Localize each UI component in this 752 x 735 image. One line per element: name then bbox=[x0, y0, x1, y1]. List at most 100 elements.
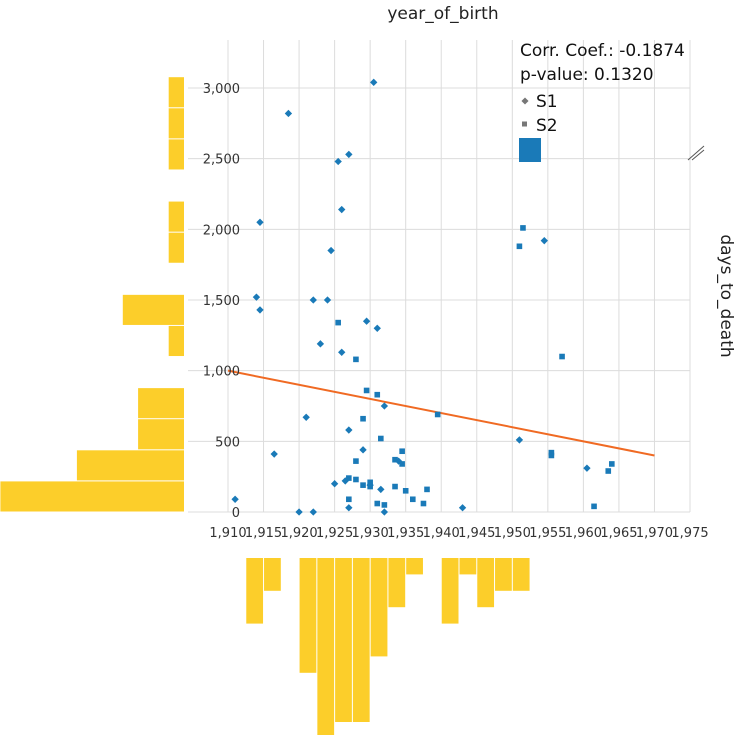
point-s2[interactable] bbox=[392, 456, 398, 463]
legend-item-s1[interactable]: S1 bbox=[521, 92, 558, 112]
point-s1[interactable] bbox=[330, 480, 339, 488]
x-tick-label: 1,960 bbox=[565, 526, 602, 541]
x-tick-label: 1,975 bbox=[671, 526, 708, 541]
x-hist-bar bbox=[477, 558, 495, 608]
point-s2[interactable] bbox=[399, 448, 405, 455]
y-hist-bar bbox=[138, 419, 184, 450]
point-s1[interactable] bbox=[540, 236, 548, 245]
point-s1[interactable] bbox=[373, 324, 381, 332]
point-s1[interactable] bbox=[309, 296, 317, 304]
legend-label-s1: S1 bbox=[536, 92, 558, 112]
point-s1[interactable] bbox=[380, 508, 389, 516]
point-s1[interactable] bbox=[377, 485, 385, 494]
point-s2[interactable] bbox=[367, 479, 373, 486]
point-s1[interactable] bbox=[270, 450, 278, 458]
point-s2[interactable] bbox=[381, 502, 388, 508]
point-s2[interactable] bbox=[378, 435, 384, 442]
point-s1[interactable] bbox=[309, 508, 317, 516]
point-s1[interactable] bbox=[295, 508, 303, 516]
point-s2[interactable] bbox=[353, 458, 359, 464]
point-s1[interactable] bbox=[334, 157, 342, 166]
point-s1[interactable] bbox=[256, 306, 264, 314]
point-s2[interactable] bbox=[367, 483, 373, 490]
x-hist-bar bbox=[352, 558, 370, 722]
x-tick-label: 1,915 bbox=[245, 526, 282, 541]
x-hist-bar bbox=[495, 558, 512, 591]
point-s2[interactable] bbox=[520, 225, 526, 231]
point-s2[interactable] bbox=[363, 387, 370, 394]
point-s2[interactable] bbox=[346, 496, 352, 503]
resize-handle-icon[interactable] bbox=[687, 145, 705, 161]
point-s1[interactable] bbox=[583, 464, 591, 472]
point-s1[interactable] bbox=[380, 402, 389, 410]
x-tick-label: 1,950 bbox=[494, 526, 531, 541]
point-s1[interactable] bbox=[256, 218, 264, 226]
x-tick-label: 1,940 bbox=[423, 526, 460, 541]
point-s1[interactable] bbox=[316, 340, 325, 348]
x-hist-bar bbox=[335, 558, 352, 722]
y-tick-label: 2,500 bbox=[203, 153, 240, 168]
y-hist-bar bbox=[168, 325, 184, 357]
point-s1[interactable] bbox=[252, 293, 261, 301]
y-hist-bar bbox=[168, 232, 184, 263]
point-s1[interactable] bbox=[345, 426, 353, 434]
point-s1[interactable] bbox=[345, 150, 353, 159]
point-s1[interactable] bbox=[515, 436, 524, 444]
point-s2[interactable] bbox=[605, 468, 612, 474]
x-hist-bar bbox=[388, 558, 406, 608]
point-s1[interactable] bbox=[284, 109, 293, 118]
fit-line bbox=[227, 369, 655, 457]
point-s1[interactable] bbox=[345, 504, 353, 512]
point-s2[interactable] bbox=[392, 483, 398, 490]
point-s1[interactable] bbox=[302, 413, 310, 421]
legend-item-s2[interactable]: S2 bbox=[522, 116, 558, 136]
point-s1[interactable] bbox=[231, 495, 239, 503]
point-s2[interactable] bbox=[399, 461, 405, 467]
point-s2[interactable] bbox=[548, 452, 555, 459]
point-s1[interactable] bbox=[338, 205, 346, 214]
y-tick-label: 1,000 bbox=[203, 365, 240, 380]
point-s1[interactable] bbox=[323, 296, 332, 304]
x-tick-label: 1,970 bbox=[636, 526, 673, 541]
legend-label-s2: S2 bbox=[536, 116, 558, 136]
x-tick-label: 1,910 bbox=[209, 526, 246, 541]
point-s2[interactable] bbox=[353, 476, 359, 483]
point-s1[interactable] bbox=[370, 78, 378, 87]
y-hist-bar bbox=[168, 77, 184, 108]
x-tick-label: 1,920 bbox=[280, 526, 317, 541]
point-s1[interactable] bbox=[458, 504, 467, 512]
point-s2[interactable] bbox=[374, 391, 381, 398]
point-s1[interactable] bbox=[359, 446, 367, 454]
y-tick-label: 2,000 bbox=[203, 223, 240, 238]
point-s2[interactable] bbox=[402, 488, 409, 494]
point-s2[interactable] bbox=[360, 415, 366, 422]
point-s1[interactable] bbox=[362, 317, 371, 325]
point-s2[interactable] bbox=[353, 356, 359, 363]
point-s2[interactable] bbox=[548, 449, 555, 456]
point-s2[interactable] bbox=[434, 411, 441, 418]
point-s2[interactable] bbox=[335, 319, 341, 326]
point-s2[interactable] bbox=[420, 500, 427, 507]
y-hist-bar bbox=[168, 108, 184, 139]
x-axis-title: year_of_birth bbox=[387, 4, 498, 24]
x-tick-label: 1,925 bbox=[316, 526, 353, 541]
x-hist-bar bbox=[317, 558, 335, 735]
point-s2[interactable] bbox=[346, 475, 352, 481]
point-s1[interactable] bbox=[327, 246, 335, 255]
y-tick-label: 0 bbox=[232, 506, 240, 521]
point-s2[interactable] bbox=[609, 461, 615, 467]
point-s2[interactable] bbox=[410, 496, 416, 503]
point-s2[interactable] bbox=[424, 486, 430, 493]
regression-line bbox=[227, 369, 655, 457]
point-s2[interactable] bbox=[559, 353, 565, 360]
x-hist-bar bbox=[370, 558, 388, 657]
point-s1[interactable] bbox=[338, 348, 346, 356]
point-s2[interactable] bbox=[374, 500, 381, 507]
point-s2[interactable] bbox=[591, 503, 597, 510]
point-s2[interactable] bbox=[516, 243, 523, 250]
point-s2[interactable] bbox=[360, 482, 366, 488]
y-axis-title: days_to_death bbox=[716, 234, 736, 357]
x-hist-bar bbox=[299, 558, 317, 673]
x-hist-bar bbox=[264, 558, 281, 591]
